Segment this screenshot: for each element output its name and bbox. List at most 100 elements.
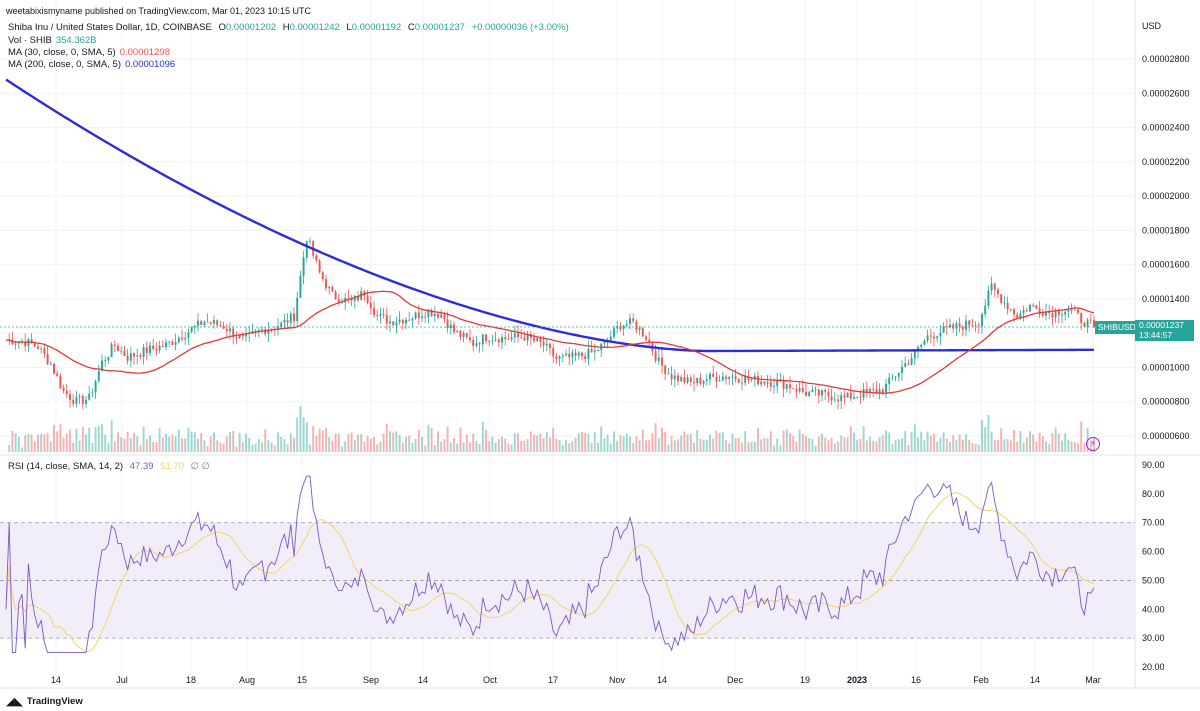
volume-bar — [65, 433, 68, 452]
volume-legend[interactable]: Vol · SHIB 354.362B — [8, 35, 101, 46]
candle-body — [635, 321, 638, 330]
candle-body — [654, 351, 657, 361]
volume-bar — [497, 439, 500, 452]
volume-bar — [1013, 429, 1015, 452]
lightning-icon[interactable]: ⚡ — [1086, 437, 1100, 451]
ohlc-high: H0.00001242 — [282, 22, 340, 33]
volume-bar — [325, 427, 327, 452]
volume-bar — [401, 442, 404, 452]
volume-bar — [526, 439, 529, 452]
volume-bar — [469, 442, 471, 452]
symbol-legend[interactable]: Shiba Inu / United States Dollar, 1D, CO… — [8, 22, 573, 33]
volume-bar — [1032, 434, 1035, 452]
volume-bar — [145, 438, 148, 452]
candle-body — [139, 355, 142, 357]
volume-bar — [40, 433, 43, 452]
ma200-legend[interactable]: MA (200, close, 0, SMA, 5) 0.00001096 — [8, 59, 179, 70]
volume-bar — [641, 429, 644, 452]
volume-bar — [33, 441, 36, 452]
candle-body — [565, 353, 567, 356]
candle-body — [971, 325, 974, 327]
volume-bar — [107, 442, 110, 452]
volume-bar — [440, 441, 443, 452]
volume-bar — [8, 444, 11, 452]
candle-body — [661, 357, 663, 366]
candle-body — [510, 337, 513, 340]
volume-bar — [952, 435, 955, 452]
time-axis[interactable]: 14 Jul 18 Aug 15 Sep 14 Oct 17 Nov 14 Dec 19 2023 16 Fe… — [51, 675, 1101, 685]
volume-bar — [885, 430, 887, 452]
candle-body — [721, 376, 724, 381]
volume-bar — [78, 440, 81, 452]
time-tick-label: Oct — [483, 675, 498, 685]
volume-bar — [766, 438, 769, 452]
candle-body — [555, 356, 558, 359]
candle-body — [1080, 313, 1083, 323]
candle-body — [305, 241, 308, 258]
candle-body — [920, 344, 923, 347]
time-tick-label: Jul — [116, 675, 128, 685]
volume-bar — [280, 436, 283, 452]
volume-bar — [181, 438, 183, 452]
volume-bar — [238, 432, 241, 452]
volume-bar — [72, 442, 75, 452]
rsi-tick-label: 70.00 — [1142, 518, 1165, 528]
candle-body — [491, 340, 494, 342]
rsi-legend[interactable]: RSI (14, close, SMA, 14, 2) 47.39 51.70 … — [8, 461, 214, 472]
volume-bar — [49, 441, 52, 452]
volume-bar — [910, 431, 913, 452]
candle-body — [357, 295, 359, 300]
candle-body — [977, 324, 980, 326]
candle-body — [878, 389, 881, 394]
rsi-tick-label: 20.00 — [1142, 662, 1165, 672]
volume-bar — [824, 437, 827, 452]
ohlc-close: C0.00001237 — [407, 22, 465, 33]
candle-body — [465, 333, 468, 338]
candle-body — [446, 319, 449, 328]
volume-bar — [853, 432, 855, 452]
volume-bar — [942, 432, 945, 452]
symbol-description: Shiba Inu / United States Dollar, 1D, CO… — [8, 22, 212, 33]
rsi-label: RSI (14, close, SMA, 14, 2) — [8, 461, 124, 472]
ma30-legend[interactable]: MA (30, close, 0, SMA, 5) 0.00001298 — [8, 47, 174, 58]
candle-body — [625, 324, 628, 326]
volume-bar — [97, 425, 100, 452]
volume-bar — [222, 443, 225, 452]
candle-body — [501, 337, 503, 343]
volume-bar — [27, 433, 30, 452]
candle-body — [885, 383, 887, 394]
volume-bar — [472, 433, 475, 452]
volume-bar — [856, 440, 859, 452]
candle-body — [785, 384, 788, 389]
volume-bar — [376, 444, 379, 452]
candle-body — [475, 343, 478, 346]
volume-bar — [776, 438, 779, 452]
candle-body — [341, 302, 343, 304]
volume-bar — [574, 437, 577, 452]
time-tick-label: 14 — [1030, 675, 1040, 685]
candle-body — [808, 392, 811, 396]
candle-body — [984, 305, 987, 315]
candle-body — [158, 345, 161, 351]
volume-bar — [741, 442, 743, 452]
candle-body — [1057, 310, 1060, 316]
candle-body — [1041, 313, 1044, 316]
volume-bar — [517, 433, 519, 452]
candle-body — [776, 380, 779, 387]
candle-body — [190, 327, 193, 333]
volume-bar — [206, 446, 209, 452]
volume-bar — [558, 440, 561, 452]
volume-bar — [792, 436, 795, 452]
rsi-axis[interactable]: 90.00 80.00 70.00 60.00 50.00 40.00 30.00 20.00 — [1142, 460, 1165, 672]
candle-body — [571, 352, 574, 358]
candle-body — [1013, 309, 1015, 315]
volume-bar — [683, 431, 686, 452]
candle-body — [129, 353, 132, 361]
candle-body — [347, 297, 350, 300]
volume-bar — [849, 426, 852, 452]
candle-body — [1073, 309, 1076, 311]
candle-body — [149, 345, 151, 354]
volume-bar — [974, 443, 977, 452]
candle-body — [350, 299, 353, 301]
candle-body — [677, 375, 679, 382]
